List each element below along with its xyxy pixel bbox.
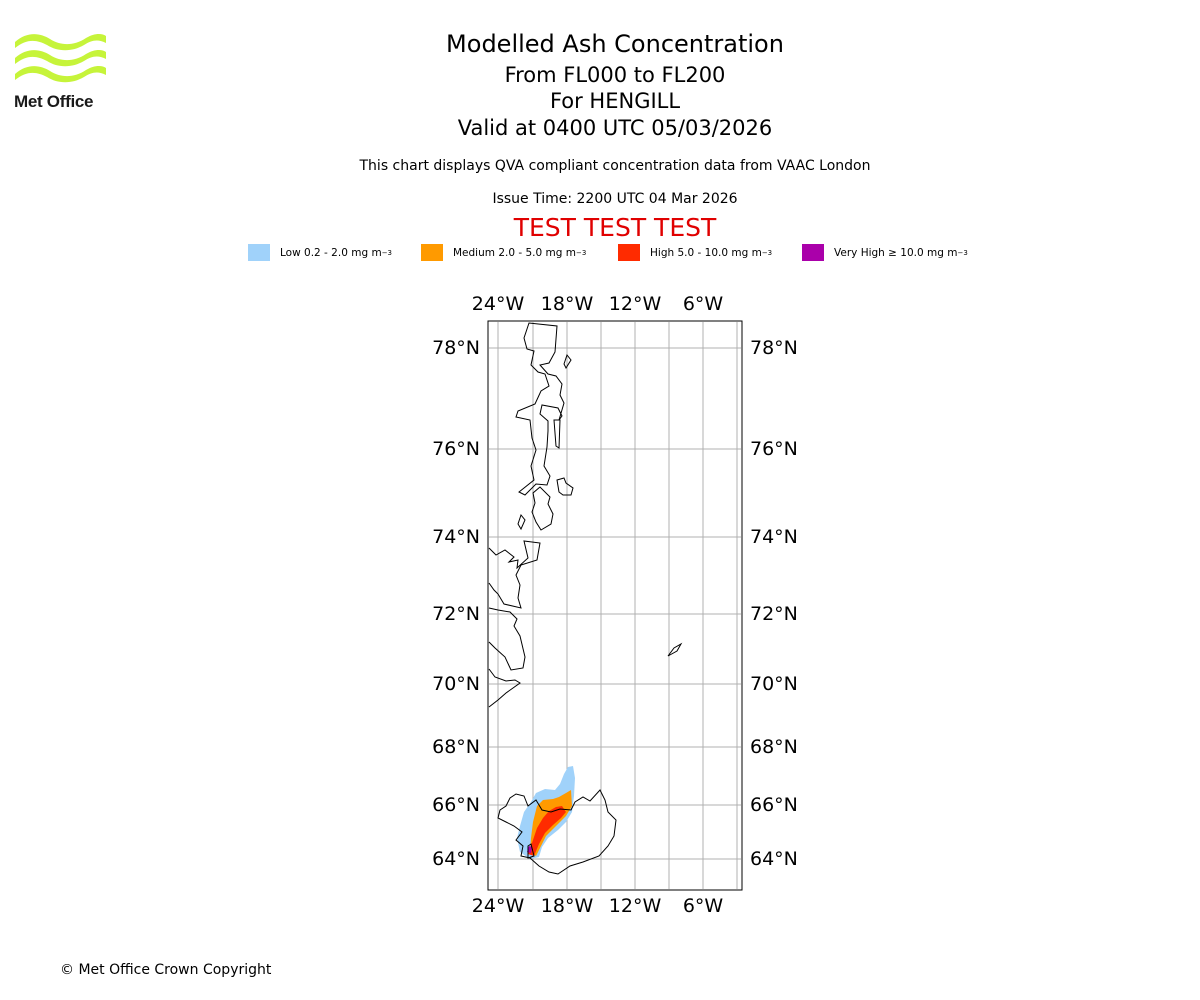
map-frame [487, 320, 743, 891]
map-gridlines [489, 322, 741, 889]
lat-label-left: 76°N [432, 438, 480, 460]
lat-label-right: 68°N [750, 736, 798, 758]
ash-high-concentration-area [528, 806, 566, 856]
lat-label-right: 64°N [750, 848, 798, 870]
legend-swatch-low [248, 244, 270, 261]
legend-swatch-very-high [802, 244, 824, 261]
lat-label-left: 64°N [432, 848, 480, 870]
legend-exp-high: −3 [761, 248, 773, 257]
coastline-edgeoya [531, 486, 554, 531]
chart-subtitle: This chart displays QVA compliant concen… [359, 158, 871, 174]
lat-label-right: 74°N [750, 526, 798, 548]
legend-item-low: Low 0.2 - 2.0 mg m −3 [248, 244, 392, 261]
lat-label-left: 78°N [432, 337, 480, 359]
issue-time: Issue Time: 2200 UTC 04 Mar 2026 [492, 191, 738, 207]
valid-time: Valid at 0400 UTC 05/03/2026 [457, 116, 773, 140]
longitude-labels-top: 24°W 18°W 12°W 6°W [472, 293, 724, 315]
coastline-jan-mayen [667, 642, 683, 657]
coastline-kong-karls-land [556, 477, 574, 496]
lon-label-top: 6°W [683, 293, 724, 315]
legend-item-high: High 5.0 - 10.0 mg m −3 [618, 244, 772, 261]
latitude-labels-right: 78°N 76°N 74°N 72°N 70°N 68°N 66°N 64°N [750, 337, 798, 870]
lon-label-top: 12°W [609, 293, 662, 315]
legend-exp-very-high: −3 [957, 248, 968, 257]
longitude-labels-bottom: 24°W 18°W 12°W 6°W [472, 895, 724, 917]
legend-exp-medium: −3 [575, 248, 587, 257]
concentration-legend: Low 0.2 - 2.0 mg m −3 Medium 2.0 - 5.0 mg… [0, 244, 1200, 264]
lat-label-left: 66°N [432, 794, 480, 816]
lat-label-left: 70°N [432, 673, 480, 695]
latitude-labels-left: 78°N 76°N 74°N 72°N 70°N 68°N 66°N 64°N [432, 337, 480, 870]
test-banner: TEST TEST TEST [513, 213, 717, 242]
lon-label-bottom: 6°W [683, 895, 724, 917]
copyright-notice: © Met Office Crown Copyright [60, 962, 272, 978]
lat-label-right: 76°N [750, 438, 798, 460]
lon-label-top: 24°W [472, 293, 525, 315]
lat-label-right: 70°N [750, 673, 798, 695]
coastline-greenland [488, 513, 541, 708]
legend-item-very-high: Very High ≥ 10.0 mg m −3 [802, 244, 968, 261]
coastlines [488, 322, 683, 875]
legend-label-high: High 5.0 - 10.0 mg m [650, 246, 762, 259]
coastline-svalbard-east [563, 353, 572, 370]
volcano-name: For HENGILL [549, 89, 681, 113]
coastline-svalbard-islet [553, 419, 561, 449]
lat-label-left: 72°N [432, 603, 480, 625]
lat-label-right: 72°N [750, 603, 798, 625]
legend-swatch-high [618, 244, 640, 261]
legend-label-low: Low 0.2 - 2.0 mg m [280, 246, 382, 259]
lon-label-bottom: 18°W [541, 895, 594, 917]
lat-label-right: 78°N [750, 337, 798, 359]
coastline-svalbard [515, 322, 565, 496]
legend-label-medium: Medium 2.0 - 5.0 mg m [453, 246, 576, 259]
logo-wordmark: Met Office [14, 92, 94, 111]
lon-label-top: 18°W [541, 293, 594, 315]
lon-label-bottom: 24°W [472, 895, 525, 917]
flight-level-range: From FL000 to FL200 [504, 63, 726, 87]
lon-label-bottom: 12°W [609, 895, 662, 917]
legend-swatch-medium [421, 244, 443, 261]
lat-label-left: 68°N [432, 736, 480, 758]
legend-item-medium: Medium 2.0 - 5.0 mg m −3 [421, 244, 586, 261]
coastline-iceland [497, 789, 617, 875]
legend-exp-low: −3 [381, 248, 393, 257]
lat-label-left: 74°N [432, 526, 480, 548]
legend-label-very-high: Very High ≥ 10.0 mg m [834, 246, 958, 259]
ash-plume [517, 766, 575, 859]
chart-title: Modelled Ash Concentration [446, 30, 784, 58]
met-office-logo [15, 33, 106, 83]
lat-label-right: 66°N [750, 794, 798, 816]
